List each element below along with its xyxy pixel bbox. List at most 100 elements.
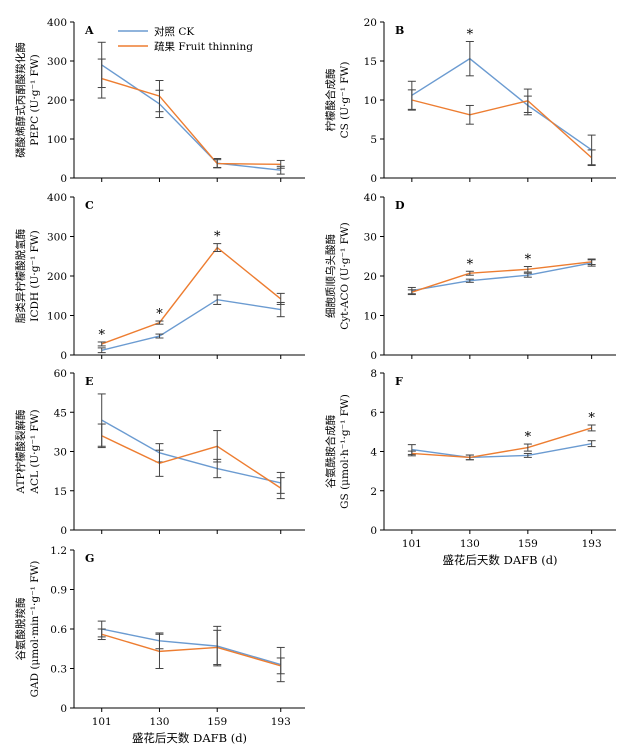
x-tick-label: 193 [271, 716, 291, 728]
series-line [101, 419, 281, 484]
panel-letter: A [84, 24, 94, 37]
y-tick-label: 0 [370, 525, 377, 537]
panel-e: 0 15 30 45 60 E ATP柠檬酸裂解酶 ACL (U·g⁻¹ FW) [14, 368, 305, 537]
y-tick-label: 0 [370, 173, 377, 185]
x-axis-label: 盛花后天数 DAFB (d) [442, 553, 557, 567]
series-line [411, 262, 592, 292]
y-tick-label: 400 [47, 192, 67, 204]
y-axis-label-cn: 谷氨酸脱羧酶 [14, 597, 27, 660]
y-tick-label: 200 [47, 95, 67, 107]
series-line [411, 442, 592, 459]
x-tick-label: 101 [402, 538, 422, 550]
y-axis-label-en: CS (U·g⁻¹ FW) [339, 62, 351, 139]
y-tick-label: 0 [60, 525, 67, 537]
series-ck [97, 393, 285, 494]
panel-g: 0 0.3 0.6 0.9 1.2 101 130 159 193 盛花后天数 DAFB (d) G… [14, 545, 305, 745]
y-axis-label-en: Cyt-ACO (U·g⁻¹ FW) [339, 222, 351, 330]
y-tick-label: 0 [60, 173, 67, 185]
y-tick-label: 15 [364, 56, 377, 68]
y-axis-label-en: ACL (U·g⁻¹ FW) [29, 409, 41, 494]
series-fruit-thinning [407, 424, 596, 461]
y-tick-label: 30 [54, 447, 67, 459]
y-axis-label-cn: 脂类异柠檬酸脱氢酶 [14, 228, 27, 323]
y-axis-label-en: PEPC (U·g⁻¹ FW) [29, 54, 41, 145]
series-line [101, 628, 281, 666]
y-axis-label-cn: 细胞质顺乌头酸酶 [324, 234, 337, 318]
y-tick-label: 300 [47, 56, 67, 68]
x-tick-label: 130 [149, 716, 169, 728]
series-ck [97, 294, 285, 354]
panel-letter: E [85, 375, 93, 388]
significance-star: * [467, 257, 474, 272]
series-fruit-thinning [97, 628, 285, 675]
series-line [101, 298, 281, 351]
y-axis-label-en: GAD (μmol·min⁻¹·g⁻¹ FW) [29, 561, 41, 698]
panel-f: 0 2 4 6 8 101 130 159 193 盛花后天数 DAFB (d) F 谷氨酰胺合成酶 G… [324, 368, 616, 567]
series-fruit-thinning [97, 243, 285, 347]
y-axis-label-cn: 磷酸烯醇式丙酮酸羧化酶 [14, 42, 27, 158]
y-tick-label: 0.9 [50, 585, 67, 597]
series-ck [97, 620, 285, 683]
y-tick-label: 0 [60, 703, 67, 715]
y-tick-label: 2 [370, 486, 377, 498]
y-axis-label-cn: 柠檬酸合成酶 [324, 68, 337, 131]
y-tick-label: 200 [47, 271, 67, 283]
y-tick-label: 300 [47, 232, 67, 244]
x-tick-label: 193 [582, 538, 602, 550]
panel-b: 0 5 10 15 20 B 柠檬酸合成酶 CS (U·g⁻¹ FW) * [324, 17, 616, 185]
series-line [411, 99, 593, 159]
significance-star: * [156, 307, 163, 322]
series-line [411, 427, 592, 459]
y-tick-label: 20 [364, 17, 377, 29]
series-line [101, 633, 281, 667]
panel-letter: G [85, 552, 94, 565]
series-line [411, 57, 593, 151]
series-line [101, 246, 282, 345]
panel-c: 0 100 200 300 400 C 脂类异柠檬酸脱氢酶 ICDH (U·g⁻¹ FW) * *… [14, 192, 305, 362]
legend: 对照 CK 疏果 Fruit thinning [118, 25, 253, 53]
y-axis-label-cn: ATP柠檬酸裂解酶 [14, 409, 27, 495]
panel-letter: C [85, 199, 94, 212]
y-tick-label: 40 [364, 192, 377, 204]
significance-star: * [214, 230, 221, 245]
legend-label-ck: 对照 CK [154, 25, 194, 38]
y-tick-label: 8 [370, 368, 377, 380]
x-tick-label: 101 [92, 716, 112, 728]
y-tick-label: 60 [54, 368, 67, 380]
panel-letter: F [395, 375, 403, 388]
x-axis-label: 盛花后天数 DAFB (d) [132, 731, 247, 745]
series-ck [407, 41, 596, 166]
y-tick-label: 10 [364, 95, 377, 107]
y-tick-label: 100 [47, 134, 67, 146]
y-tick-label: 0.3 [50, 664, 67, 676]
y-tick-label: 1.2 [50, 545, 67, 557]
y-axis-label-en: ICDH (U·g⁻¹ FW) [29, 230, 41, 321]
significance-star: * [525, 253, 532, 268]
x-tick-label: 159 [207, 716, 227, 728]
x-tick-label: 159 [518, 538, 538, 550]
x-tick-label: 130 [460, 538, 480, 550]
series-line [411, 261, 592, 293]
y-tick-label: 10 [364, 311, 377, 323]
y-tick-label: 5 [370, 134, 377, 146]
significance-star: * [98, 328, 105, 343]
series-line [101, 77, 281, 166]
y-tick-label: 30 [364, 232, 377, 244]
significance-star: * [467, 28, 474, 43]
series-line [101, 435, 282, 489]
series-fruit-thinning [407, 88, 596, 167]
y-axis-label-en: GS (μmol·h⁻¹·g⁻¹ FW) [339, 394, 351, 509]
panel-a: 0 100 200 300 400 A 磷酸烯醇式丙酮酸羧化酶 PEPC (U·g⁻¹ FW) [14, 17, 305, 185]
panel-d: 0 10 20 30 40 D 细胞质顺乌头酸酶 Cyt-ACO (U·g⁻¹ FW) * * [324, 192, 616, 362]
y-tick-label: 4 [370, 447, 377, 459]
y-tick-label: 100 [47, 311, 67, 323]
y-tick-label: 15 [54, 486, 67, 498]
series-ck [97, 41, 285, 175]
y-tick-label: 400 [47, 17, 67, 29]
y-axis-label-cn: 谷氨酰胺合成酶 [324, 414, 337, 488]
y-tick-label: 0 [370, 350, 377, 362]
y-tick-label: 45 [54, 407, 67, 419]
y-tick-label: 6 [370, 407, 377, 419]
panel-letter: D [395, 199, 405, 212]
